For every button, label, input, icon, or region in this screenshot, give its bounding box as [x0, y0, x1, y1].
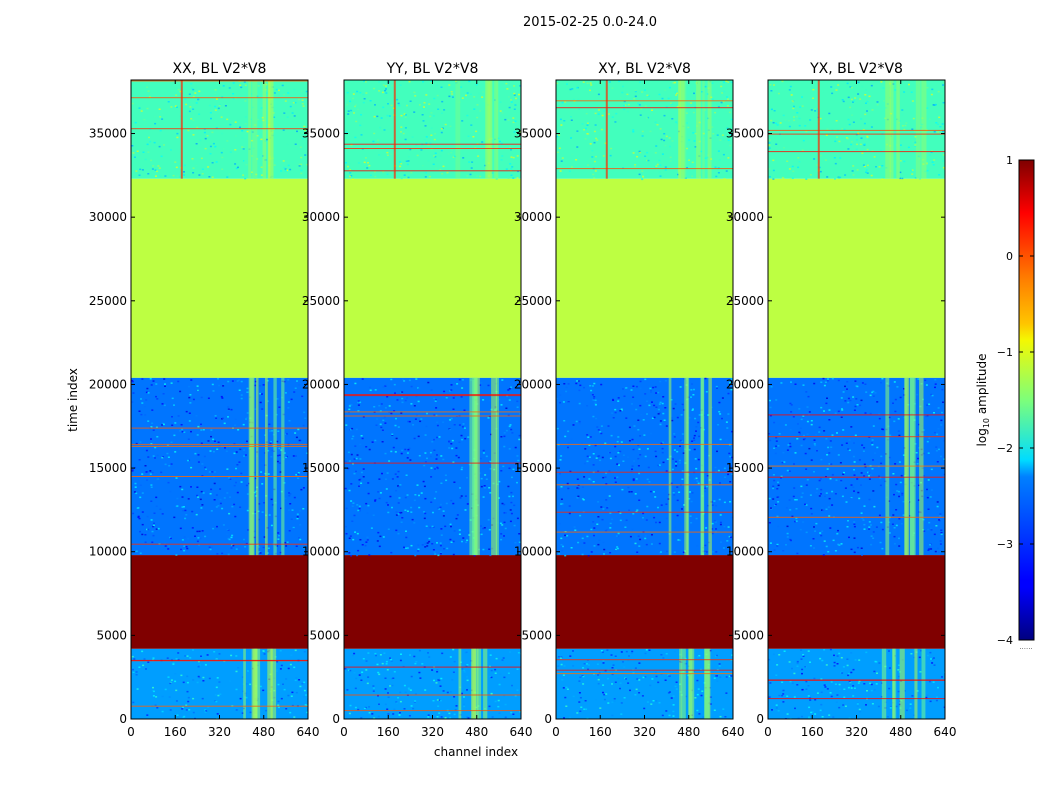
x-tick-label: 480: [889, 725, 912, 739]
x-tick-label: 640: [297, 725, 320, 739]
panel-title: YY, BL V2*V8: [386, 61, 479, 77]
y-tick-label: 10000: [302, 545, 340, 559]
region-saturated-block: [556, 555, 733, 649]
y-tick-label: 35000: [89, 127, 127, 141]
y-tick-label: 20000: [514, 377, 552, 391]
y-tick-label: 5000: [309, 628, 340, 642]
heatmap-image: [768, 80, 945, 719]
y-tick-label: 35000: [514, 127, 552, 141]
y-tick-label: 0: [544, 712, 552, 726]
region-low-noise-early: [556, 648, 733, 719]
x-tick-label: 640: [934, 725, 957, 739]
colorbar-label-main: log: [975, 428, 989, 446]
x-tick-label: 480: [465, 725, 488, 739]
x-tick-label: 320: [845, 725, 868, 739]
colorbar-bottom-mark: ......: [1019, 643, 1032, 651]
colorbar-ticks: −4 −3 −2 −1 0 1: [997, 154, 1034, 647]
x-tick-label: 320: [208, 725, 231, 739]
region-noisy-late: [556, 80, 733, 179]
x-tick-label: 320: [633, 725, 656, 739]
region-constant-block: [131, 178, 308, 378]
colorbar-tick-label: −1: [997, 346, 1013, 359]
region-saturated-block: [344, 555, 521, 649]
figure-suptitle: 2015-02-25 0.0-24.0: [523, 15, 657, 30]
y-tick-label: 5000: [733, 628, 764, 642]
y-tick-label: 20000: [89, 377, 127, 391]
y-tick-label: 15000: [302, 461, 340, 475]
panel-2: YY, BL V2*V8 0 160 320 480 640 0 5000 10000 15000…: [302, 61, 533, 739]
y-tick-label: 25000: [302, 294, 340, 308]
heatmap-image: [556, 80, 733, 719]
y-tick-label: 30000: [726, 210, 764, 224]
y-tick-label: 0: [756, 712, 764, 726]
heatmap-image: [131, 80, 308, 719]
y-axis-label: time index: [66, 368, 80, 432]
y-tick-label: 20000: [726, 377, 764, 391]
region-noisy-late: [768, 80, 945, 179]
y-tick-label: 10000: [514, 545, 552, 559]
y-tick-label: 35000: [726, 127, 764, 141]
y-tick-label: 25000: [89, 294, 127, 308]
y-tick-label: 5000: [521, 628, 552, 642]
colorbar-tick-label: 0: [1006, 250, 1013, 263]
x-tick-label: 0: [127, 725, 135, 739]
colorbar-label: log10 amplitude: [975, 354, 991, 447]
y-tick-label: 0: [332, 712, 340, 726]
x-tick-label: 0: [552, 725, 560, 739]
x-tick-label: 480: [252, 725, 275, 739]
y-tick-label: 30000: [514, 210, 552, 224]
x-tick-label: 0: [340, 725, 348, 739]
x-tick-label: 640: [510, 725, 533, 739]
region-saturated-block: [768, 555, 945, 649]
x-tick-label: 160: [801, 725, 824, 739]
y-tick-label: 10000: [89, 545, 127, 559]
y-tick-label: 25000: [514, 294, 552, 308]
y-tick-label: 30000: [302, 210, 340, 224]
colorbar-tick-label: 1: [1006, 154, 1013, 167]
heatmap-image: [344, 80, 521, 719]
panels-group: XX, BL V2*V8 0 160 320 480 640 0 5000 10000 15000…: [89, 61, 957, 739]
y-tick-label: 0: [119, 712, 127, 726]
panel-3: XY, BL V2*V8 0 160 320 480 640 0 5000 10000 15000…: [514, 61, 745, 739]
colorbar-tick-label: −4: [997, 634, 1013, 647]
y-tick-label: 30000: [89, 210, 127, 224]
x-tick-label: 640: [722, 725, 745, 739]
region-constant-block: [556, 178, 733, 378]
region-low-noise-early: [344, 648, 521, 719]
panel-title: YX, BL V2*V8: [809, 61, 903, 77]
colorbar-label-rest: amplitude: [975, 354, 989, 418]
y-tick-label: 5000: [96, 628, 127, 642]
y-tick-label: 35000: [302, 127, 340, 141]
colorbar: −4 −3 −2 −1 0 1 log10 amplitude ......: [975, 154, 1035, 651]
region-saturated-block: [131, 555, 308, 649]
y-tick-label: 10000: [726, 545, 764, 559]
x-tick-label: 160: [589, 725, 612, 739]
colorbar-label-sub: 10: [982, 418, 991, 428]
y-tick-label: 15000: [514, 461, 552, 475]
panel-1: XX, BL V2*V8 0 160 320 480 640 0 5000 10000 15000…: [89, 61, 320, 739]
region-constant-block: [344, 178, 521, 378]
panel-title: XX, BL V2*V8: [173, 61, 267, 77]
colorbar-tick-label: −3: [997, 538, 1013, 551]
x-tick-label: 160: [164, 725, 187, 739]
panel-4: YX, BL V2*V8 0 160 320 480 640 0 5000 10000 15000…: [726, 61, 957, 739]
panel-title: XY, BL V2*V8: [598, 61, 691, 77]
y-tick-label: 15000: [726, 461, 764, 475]
x-tick-label: 160: [377, 725, 400, 739]
x-tick-label: 480: [677, 725, 700, 739]
x-tick-label: 320: [421, 725, 444, 739]
y-tick-label: 15000: [89, 461, 127, 475]
region-constant-block: [768, 178, 945, 378]
y-tick-label: 20000: [302, 377, 340, 391]
region-noisy-late: [131, 80, 308, 179]
x-axis-label: channel index: [434, 745, 518, 759]
x-tick-label: 0: [764, 725, 772, 739]
colorbar-gradient: [1018, 159, 1035, 641]
colorbar-tick-label: −2: [997, 442, 1013, 455]
y-tick-label: 25000: [726, 294, 764, 308]
